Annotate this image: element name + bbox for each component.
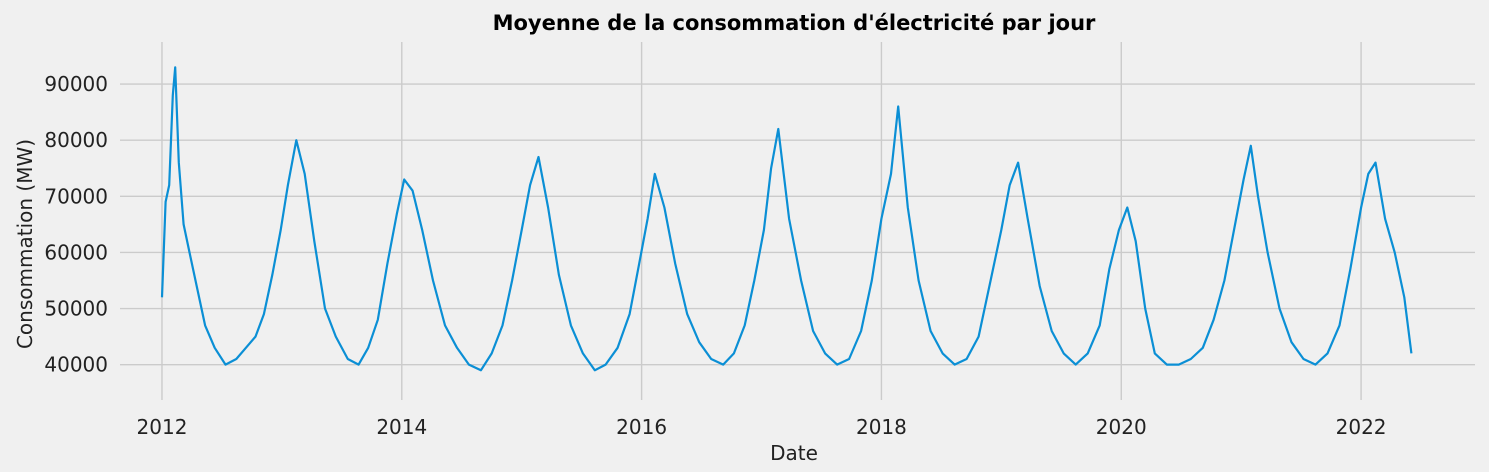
series-line — [160, 66, 1413, 372]
y-tick-label: 70000 — [44, 184, 108, 208]
y-tick-label: 60000 — [44, 240, 108, 264]
y-tick-label: 90000 — [44, 72, 108, 96]
x-tick-label: 2014 — [376, 415, 427, 439]
x-tick-label: 2022 — [1336, 415, 1387, 439]
x-tick-labels: 2012 2014 2016 2018 2020 2022 — [137, 415, 1387, 439]
x-tick-label: 2018 — [856, 415, 907, 439]
x-tick-label: 2016 — [616, 415, 667, 439]
y-axis-label: Consommation (MW) — [13, 139, 37, 349]
y-tick-label: 40000 — [44, 353, 108, 377]
chart-title: Moyenne de la consommation d'électricité… — [493, 11, 1096, 35]
x-axis-label: Date — [770, 441, 818, 465]
x-tick-label: 2020 — [1096, 415, 1147, 439]
y-tick-label: 50000 — [44, 297, 108, 321]
y-tick-label: 80000 — [44, 128, 108, 152]
x-tick-label: 2012 — [137, 415, 188, 439]
y-tick-labels: 40000 50000 60000 70000 80000 90000 — [44, 72, 108, 377]
